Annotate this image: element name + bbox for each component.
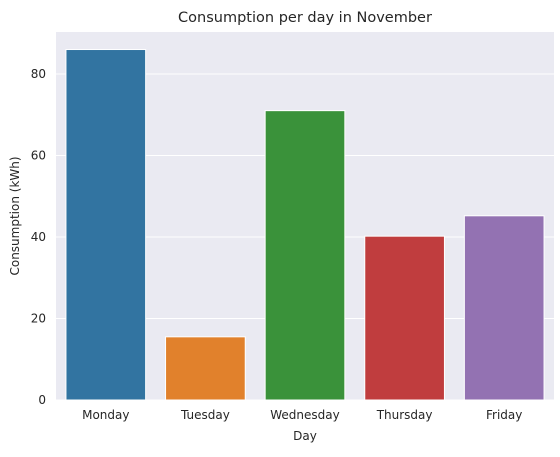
x-tick-labels: Monday Tuesday Wednesday Thursday Friday <box>82 408 522 422</box>
bar-tuesday <box>165 336 246 401</box>
bar-friday <box>463 215 545 401</box>
y-tick-label: 20 <box>31 311 46 325</box>
x-tick-label: Tuesday <box>180 408 230 422</box>
x-tick-label: Friday <box>486 408 522 422</box>
y-tick-label: 60 <box>31 148 46 162</box>
y-tick-label: 40 <box>31 230 46 244</box>
y-axis-label: Consumption (kWh) <box>8 156 22 275</box>
chart-title: Consumption per day in November <box>178 10 432 26</box>
bar-thursday <box>364 235 445 401</box>
x-tick-label: Monday <box>82 408 129 422</box>
x-tick-label: Thursday <box>376 408 433 422</box>
bars <box>65 49 545 401</box>
y-tick-label: 80 <box>31 67 46 81</box>
y-tick-label: 0 <box>38 393 46 407</box>
x-tick-label: Wednesday <box>270 408 339 422</box>
x-axis-label: Day <box>293 429 317 443</box>
bar-monday <box>65 49 147 401</box>
bar-wednesday <box>264 110 346 401</box>
y-tick-labels: 0 20 40 60 80 <box>31 67 46 407</box>
